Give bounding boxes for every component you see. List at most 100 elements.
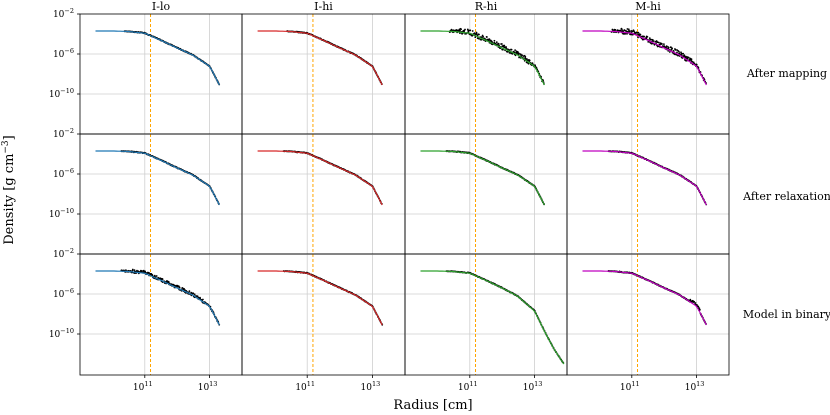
- panel-r-hi-row-3: [404, 253, 568, 376]
- y-tick-label: 10−10: [49, 327, 74, 340]
- series-group: [257, 150, 383, 206]
- panel-r-hi-row-2: [404, 133, 568, 255]
- particle-point: [131, 268, 134, 271]
- panel-frame: [79, 253, 243, 376]
- particle-point: [622, 33, 625, 35]
- particle-point: [460, 28, 462, 31]
- particle-point: [637, 36, 639, 39]
- profile-line-i-lo: [95, 30, 220, 86]
- particle-point: [667, 46, 670, 49]
- particle-point: [665, 45, 668, 48]
- particle-point: [623, 29, 626, 32]
- particle-point: [676, 51, 678, 54]
- particle-point: [190, 291, 193, 294]
- particle-point: [673, 53, 676, 56]
- profile-line-i-lo: [95, 150, 220, 206]
- panel-i-lo-row-3: [79, 253, 243, 376]
- particle-point: [141, 270, 144, 272]
- panel-m-hi-row-1: [566, 13, 730, 135]
- particle-point: [133, 269, 136, 271]
- particle-point: [648, 37, 651, 40]
- x-tick-label: 1011: [458, 380, 478, 393]
- particle-point: [196, 295, 199, 298]
- panel-i-hi-row-3: [241, 253, 406, 376]
- row-label-3: Model in binary: [743, 308, 830, 321]
- profile-line-r-hi: [420, 30, 545, 86]
- column-title-i-hi: I-hi: [314, 0, 333, 13]
- panel-i-hi-row-1: [241, 13, 406, 135]
- particle-point: [155, 275, 158, 277]
- particle-point: [528, 59, 531, 62]
- particle-point: [486, 36, 488, 38]
- particle-point: [471, 30, 474, 32]
- row-label-2: After relaxation: [742, 190, 830, 203]
- particle-point: [501, 43, 503, 45]
- particle-point: [493, 39, 496, 42]
- column-titles: I-lo I-hi R-hi M-hi: [152, 0, 661, 13]
- particle-point: [514, 49, 516, 51]
- particle-point: [658, 41, 660, 44]
- y-tick-label: 10−10: [49, 87, 74, 100]
- particle-point: [674, 49, 677, 51]
- panel-grid: [79, 13, 730, 376]
- particle-point: [521, 54, 523, 57]
- particle-point: [497, 42, 500, 45]
- series-group: [582, 27, 707, 86]
- profile-line-m-hi: [582, 270, 707, 326]
- profile-line-i-lo: [95, 270, 220, 326]
- particle-point: [199, 296, 201, 299]
- panel-frame: [566, 253, 730, 376]
- panel-r-hi-row-1: [404, 13, 568, 135]
- particle-point: [630, 30, 633, 32]
- y-tick-labels: 10−2 10−6 10−10 10−2 10−6 10−10 10−2 10−6 10−10: [49, 7, 80, 340]
- row-label-1: After mapping: [746, 67, 827, 80]
- particle-point: [161, 278, 164, 280]
- panel-frame: [404, 13, 568, 135]
- particle-point: [646, 36, 649, 38]
- particle-point: [202, 298, 204, 301]
- particle-point: [476, 33, 478, 35]
- particle-point: [633, 30, 635, 33]
- particle-point: [639, 33, 642, 36]
- particle-point: [652, 40, 655, 42]
- series-group: [257, 30, 383, 86]
- panel-frame: [566, 133, 730, 255]
- particle-point: [464, 28, 466, 31]
- particle-point: [518, 52, 520, 55]
- profile-line-i-hi: [257, 270, 383, 326]
- particle-point: [511, 53, 514, 55]
- series-group: [95, 30, 221, 86]
- particle-point: [637, 31, 640, 34]
- particle-point: [671, 47, 673, 50]
- panel-frame: [566, 13, 730, 135]
- particle-point: [153, 274, 156, 277]
- particle-point: [526, 58, 528, 60]
- particle-point: [474, 36, 477, 39]
- x-tick-label: 1011: [133, 380, 153, 393]
- panel-frame: [404, 133, 568, 255]
- y-tick-label: 10−2: [53, 7, 74, 20]
- particle-point: [691, 60, 694, 63]
- particle-point: [192, 292, 195, 295]
- series-group: [95, 150, 220, 206]
- profile-line-i-hi: [257, 30, 383, 86]
- profile-line-i-hi: [257, 150, 383, 206]
- particle-point: [663, 43, 665, 45]
- particle-point: [495, 41, 498, 44]
- x-tick-label: 1013: [361, 380, 381, 393]
- profile-line-r-hi: [420, 150, 545, 206]
- particle-point: [687, 56, 690, 59]
- x-tick-label: 1013: [523, 380, 543, 393]
- series-group: [257, 270, 384, 326]
- series-group: [582, 150, 708, 206]
- particle-point: [193, 293, 196, 296]
- particle-point: [680, 52, 683, 55]
- panel-m-hi-row-3: [566, 253, 730, 376]
- particle-point: [660, 43, 663, 45]
- particle-point: [178, 286, 181, 289]
- particle-point: [697, 305, 700, 308]
- particle-point: [188, 290, 191, 292]
- panel-i-lo-row-1: [79, 13, 243, 135]
- particle-point: [690, 58, 693, 61]
